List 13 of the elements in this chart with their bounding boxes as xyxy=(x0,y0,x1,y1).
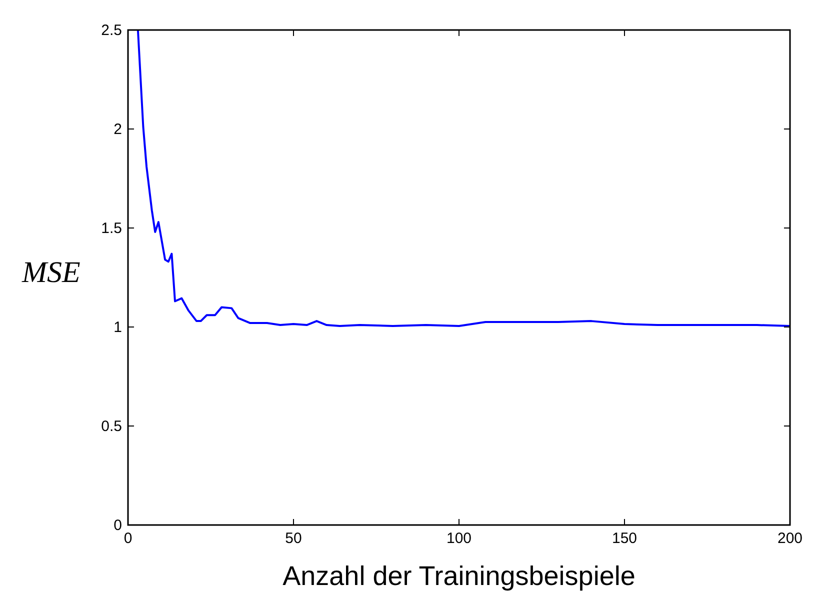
x-tick-label: 50 xyxy=(285,530,302,547)
y-tick-label: 0 xyxy=(114,517,122,534)
x-tick-label: 200 xyxy=(777,530,803,547)
y-tick-label: 0.5 xyxy=(101,418,122,435)
x-axis-title: Anzahl der Trainingsbeispiele xyxy=(282,561,636,591)
y-tick-label: 1 xyxy=(114,319,122,336)
y-axis-title: MSE xyxy=(21,256,80,289)
x-tick-label: 150 xyxy=(612,530,638,547)
y-tick-label: 1.5 xyxy=(101,220,122,237)
line-series xyxy=(136,29,791,328)
x-tick-label: 100 xyxy=(446,530,472,547)
y-tick-label: 2 xyxy=(114,121,122,138)
y-tick-label: 2.5 xyxy=(101,22,122,39)
